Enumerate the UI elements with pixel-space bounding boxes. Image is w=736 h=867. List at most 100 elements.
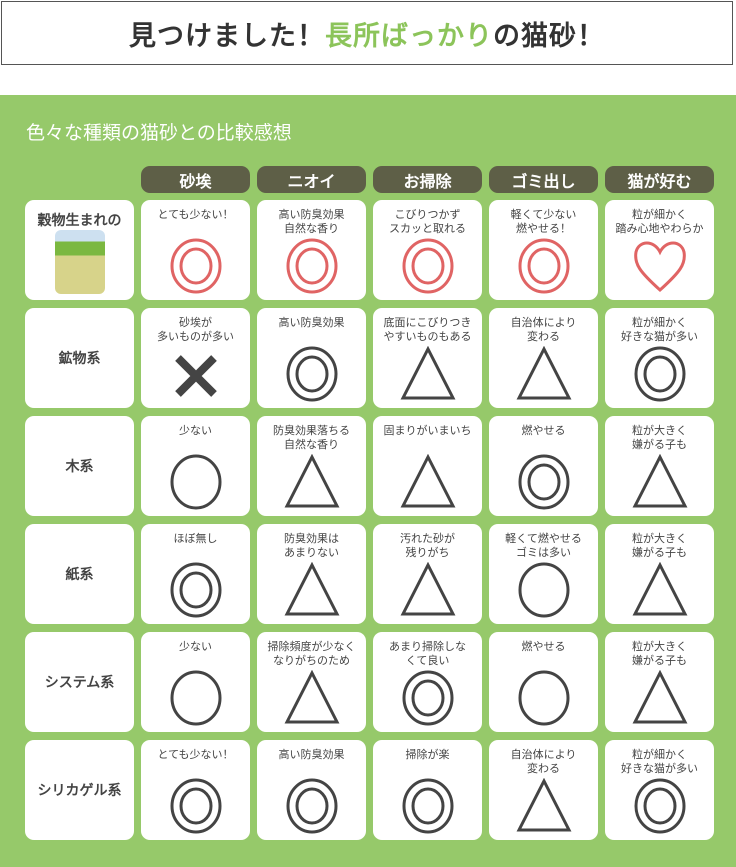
triangle-icon: [284, 562, 340, 616]
table-cell: 粒が大きく 嫌がる子も: [605, 632, 714, 732]
triangle-icon: [632, 454, 688, 508]
row-label-text: 紙系: [65, 567, 94, 583]
double-circle-icon: [170, 778, 222, 834]
double-circle-icon: [634, 346, 686, 402]
cell-text: 少ない: [179, 424, 212, 437]
table-cell: 粒が細かく 踏み心地やわらか: [605, 200, 714, 300]
page-title: 見つけました！ 長所ばっかり の猫砂！: [1, 1, 733, 65]
cell-text: あまり掃除しな くて良い: [389, 640, 466, 667]
table-cell: こびりつかず スカッと取れる: [373, 200, 482, 300]
triangle-icon: [400, 454, 456, 508]
table-cell: 少ない: [141, 632, 250, 732]
panel-subtitle: 色々な種類の猫砂との比較感想: [26, 122, 292, 144]
column-header: ゴミ出し: [489, 166, 598, 193]
cell-text: 高い防臭効果: [278, 316, 345, 329]
cell-text: 掃除が楽: [405, 748, 450, 761]
product-image: [55, 230, 105, 294]
table-cell: 粒が細かく 好きな猫が多い: [605, 308, 714, 408]
table-cell: とても少ない！: [141, 200, 250, 300]
table-cell: 燃やせる: [489, 632, 598, 732]
cell-text: 粒が細かく 好きな猫が多い: [621, 748, 698, 775]
triangle-icon: [284, 454, 340, 508]
cell-text: 粒が大きく 嫌がる子も: [632, 640, 687, 667]
cell-text: 粒が細かく 好きな猫が多い: [621, 316, 698, 343]
table-cell: 自治体により 変わる: [489, 308, 598, 408]
table-cell: 粒が大きく 嫌がる子も: [605, 524, 714, 624]
title-text-end: の猫砂！: [493, 20, 605, 52]
cell-text: 防臭効果落ちる 自然な香り: [273, 424, 350, 451]
cell-text: 軽くて少ない 燃やせる！: [510, 208, 577, 235]
row-label: シリカゲル系: [25, 740, 134, 840]
triangle-icon: [632, 670, 688, 724]
column-header: ニオイ: [257, 166, 366, 193]
circle-icon: [170, 454, 222, 510]
double-circle-icon: [170, 238, 222, 294]
table-cell: 軽くて燃やせる ゴミは多い: [489, 524, 598, 624]
cell-text: 自治体により 変わる: [510, 316, 577, 343]
double-circle-icon: [286, 778, 338, 834]
cell-text: 高い防臭効果: [278, 748, 345, 761]
circle-icon: [518, 670, 570, 726]
cell-text: 底面にこびりつき やすいものもある: [383, 316, 472, 343]
row-label: 紙系: [25, 524, 134, 624]
table-cell: 防臭効果落ちる 自然な香り: [257, 416, 366, 516]
triangle-icon: [284, 670, 340, 724]
table-cell: 防臭効果は あまりない: [257, 524, 366, 624]
cell-text: とても少ない！: [157, 208, 234, 221]
cell-text: 燃やせる: [521, 640, 566, 653]
cell-text: 粒が大きく 嫌がる子も: [632, 424, 687, 451]
double-circle-icon: [634, 778, 686, 834]
table-cell: 砂埃が 多いものが多い: [141, 308, 250, 408]
table-cell: 高い防臭効果: [257, 308, 366, 408]
title-text: 見つけました！: [129, 20, 325, 52]
column-header: 猫が好む: [605, 166, 714, 193]
table-cell: あまり掃除しな くて良い: [373, 632, 482, 732]
cell-text: ほぼ無し: [173, 532, 218, 545]
title-highlight: 長所ばっかり: [325, 20, 493, 52]
double-circle-icon: [170, 562, 222, 618]
row-label-text: 鉱物系: [58, 351, 101, 367]
heart-icon: [634, 241, 686, 293]
cell-text: 防臭効果は あまりない: [284, 532, 339, 559]
table-cell: 汚れた砂が 残りがち: [373, 524, 482, 624]
cell-text: 軽くて燃やせる ゴミは多い: [505, 532, 582, 559]
circle-icon: [518, 562, 570, 618]
triangle-icon: [516, 778, 572, 832]
double-circle-icon: [402, 670, 454, 726]
cell-text: 少ない: [179, 640, 212, 653]
row-label-text: 木系: [65, 459, 94, 475]
table-cell: ほぼ無し: [141, 524, 250, 624]
table-cell: 自治体により 変わる: [489, 740, 598, 840]
row-label: 穀物生まれの: [25, 200, 134, 300]
cell-text: 粒が大きく 嫌がる子も: [632, 532, 687, 559]
table-cell: 固まりがいまいち: [373, 416, 482, 516]
table-cell: 少ない: [141, 416, 250, 516]
cell-text: 自治体により 変わる: [510, 748, 577, 775]
cell-text: 砂埃が 多いものが多い: [157, 316, 234, 343]
row-label: 鉱物系: [25, 308, 134, 408]
table-cell: 掃除頻度が少なく なりがちのため: [257, 632, 366, 732]
cell-text: 粒が細かく 踏み心地やわらか: [615, 208, 704, 235]
double-circle-icon: [286, 238, 338, 294]
column-header: お掃除: [373, 166, 482, 193]
double-circle-icon: [518, 454, 570, 510]
double-circle-icon: [286, 346, 338, 402]
triangle-icon: [632, 562, 688, 616]
cell-text: とても少ない！: [157, 748, 234, 761]
triangle-icon: [400, 346, 456, 400]
table-cell: 掃除が楽: [373, 740, 482, 840]
table-cell: 軽くて少ない 燃やせる！: [489, 200, 598, 300]
row-label: 木系: [25, 416, 134, 516]
triangle-icon: [400, 562, 456, 616]
table-cell: 底面にこびりつき やすいものもある: [373, 308, 482, 408]
row-label-text: シリカゲル系: [37, 783, 122, 799]
cell-text: 固まりがいまいち: [383, 424, 472, 437]
column-header: 砂埃: [141, 166, 250, 193]
table-cell: 粒が大きく 嫌がる子も: [605, 416, 714, 516]
cell-text: 燃やせる: [521, 424, 566, 437]
table-cell: 高い防臭効果 自然な香り: [257, 200, 366, 300]
cell-text: 掃除頻度が少なく なりがちのため: [267, 640, 356, 667]
table-cell: 高い防臭効果: [257, 740, 366, 840]
cell-text: 汚れた砂が 残りがち: [400, 532, 455, 559]
double-circle-icon: [402, 238, 454, 294]
